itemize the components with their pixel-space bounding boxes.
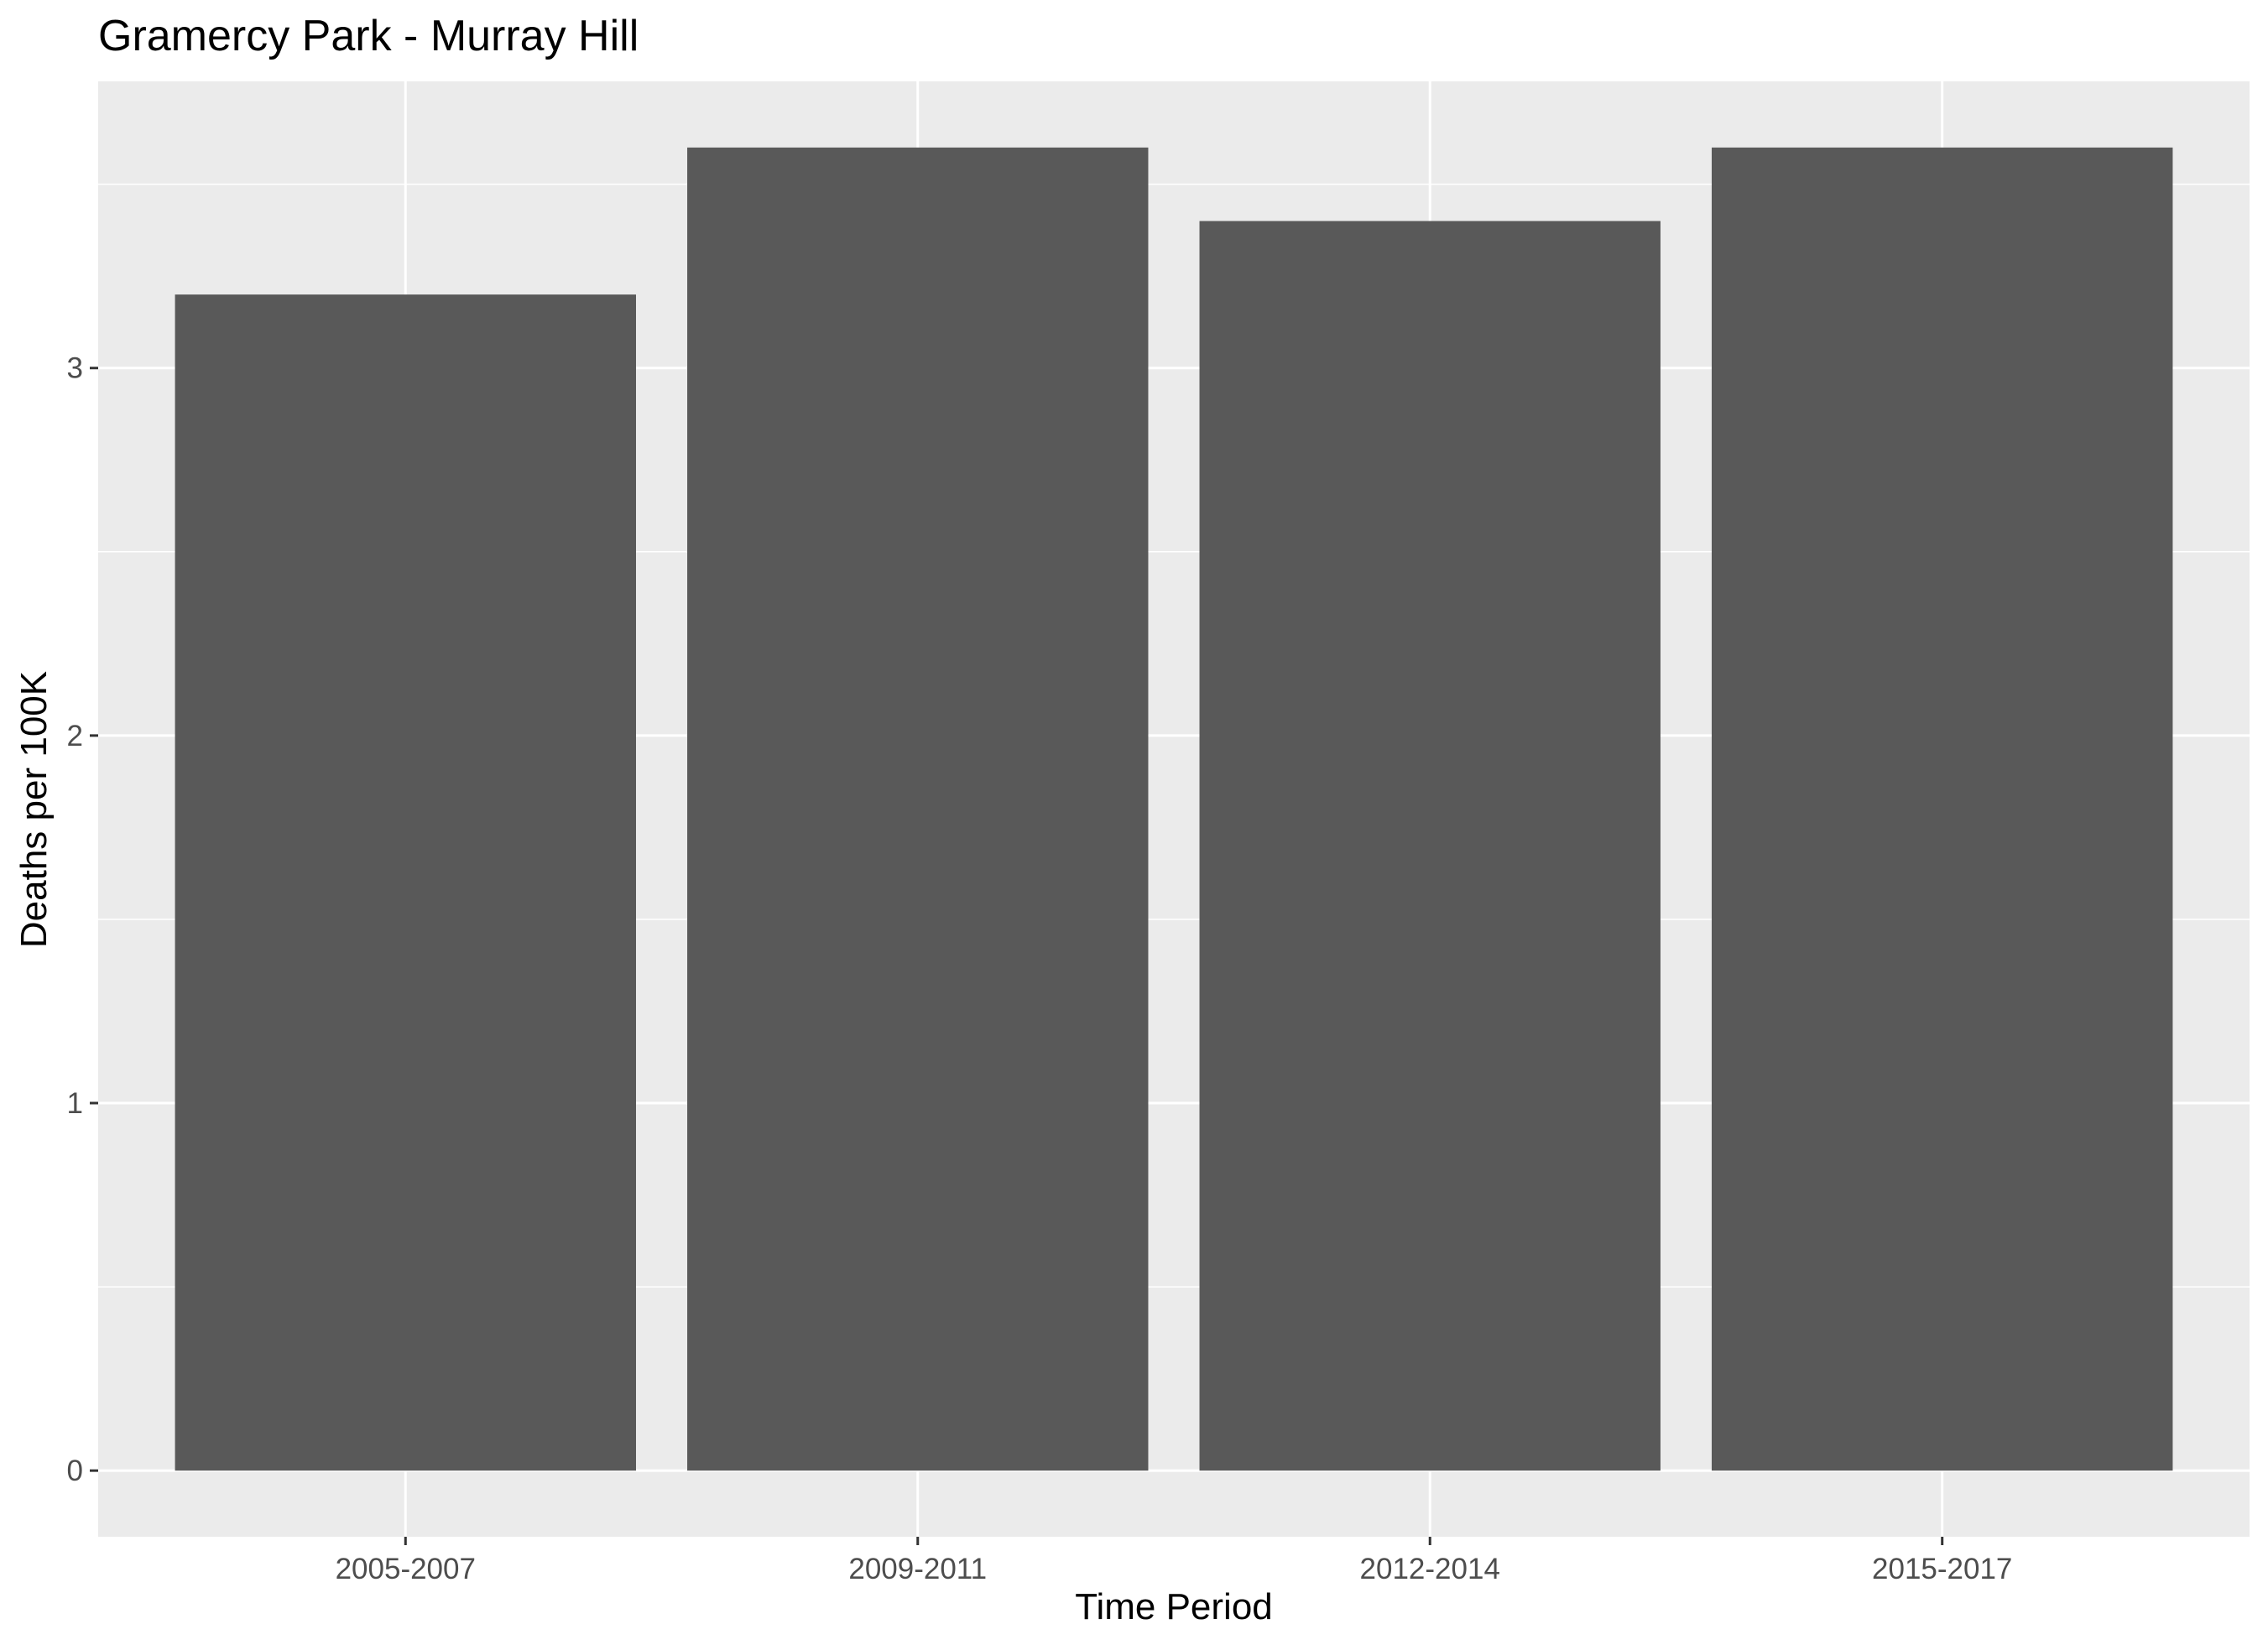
x-tick-label: 2005-2007 — [336, 1553, 476, 1585]
bars — [175, 147, 2173, 1471]
bar-2009-2011 — [687, 147, 1149, 1471]
bar-2015-2017 — [1712, 147, 2173, 1471]
y-axis-title: Deaths per 100K — [13, 671, 55, 948]
y-tick-label: 2 — [67, 720, 83, 752]
x-tick-label: 2015-2017 — [1872, 1553, 2012, 1585]
x-tick-label: 2009-2011 — [848, 1553, 987, 1585]
x-axis: 2005-2007 2009-2011 2012-2014 2015-2017 — [336, 1537, 2012, 1585]
bar-2012-2014 — [1199, 221, 1661, 1471]
chart-title: Gramercy Park - Murray Hill — [98, 12, 639, 60]
bar-2005-2007 — [175, 294, 637, 1471]
x-axis-title: Time Period — [1075, 1586, 1273, 1627]
x-tick-label: 2012-2014 — [1360, 1553, 1500, 1585]
y-tick-label: 3 — [67, 352, 83, 385]
y-tick-label: 1 — [67, 1087, 83, 1120]
y-axis: 0 1 2 3 — [67, 352, 98, 1487]
y-tick-label: 0 — [67, 1455, 83, 1487]
